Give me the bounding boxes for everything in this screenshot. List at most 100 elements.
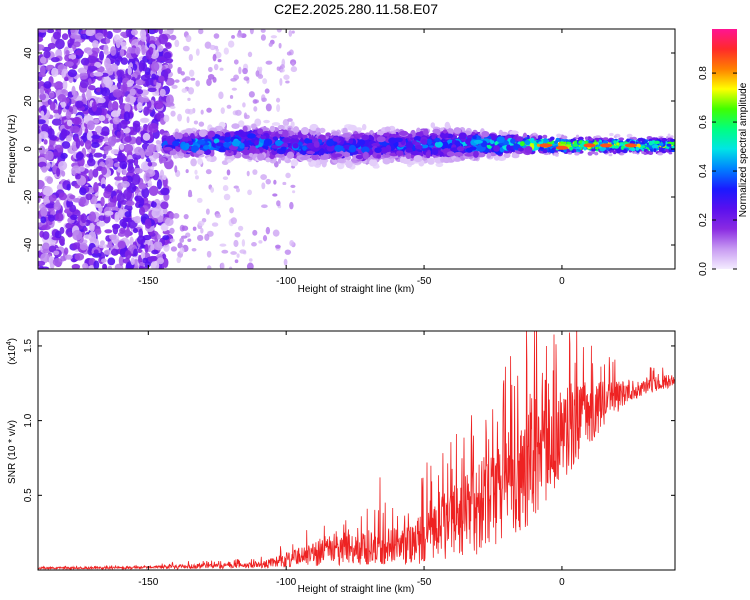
spectrogram-noise-cell <box>83 234 92 239</box>
spectrogram-speckle-cell <box>192 226 197 231</box>
spectrogram-signal-cell <box>496 136 505 144</box>
spectrogram-speckle-cell <box>210 187 215 193</box>
spectrogram-signal-cell <box>413 154 423 163</box>
spectrogram-signal-cell <box>659 142 664 146</box>
spectrogram-signal-cell <box>169 150 177 156</box>
spectrogram-noise-cell <box>62 79 68 91</box>
spectrogram-noise-cell <box>39 131 49 139</box>
spectrogram-speckle-cell <box>219 243 227 247</box>
snr-frame <box>37 330 676 571</box>
spectrogram-noise-cell <box>39 56 47 64</box>
spectrogram-noise-cell <box>82 132 89 143</box>
spectrogram-signal-cell <box>524 139 531 146</box>
spectrogram-signal-cell <box>503 152 511 159</box>
spectrogram-speckle-cell <box>230 251 237 255</box>
spectrogram-noise-cell <box>147 255 158 262</box>
spectrogram-noise-cell <box>121 163 127 170</box>
spectrogram-noise-cell <box>58 160 68 171</box>
spectrogram-noise-cell <box>80 57 90 66</box>
spectrogram-noise-cell <box>93 260 100 269</box>
spectrogram-signal-cell <box>549 149 555 154</box>
spectrogram-signal-cell <box>425 151 431 159</box>
spectrogram-signal-cell <box>459 132 467 140</box>
spectrogram-speckle-cell <box>290 184 296 188</box>
spectrogram-noise-cell <box>138 183 147 190</box>
snr-x-ticks: -150 -100 -50 0 <box>138 331 565 588</box>
spectrogram-speckle-cell <box>278 42 282 49</box>
spectrogram-noise-cell <box>122 127 131 134</box>
spectrogram-speckle-cell <box>173 213 180 219</box>
chart-title: C2E2.2025.280.11.58.E07 <box>274 1 438 17</box>
spectrogram-noise-cell <box>109 234 117 241</box>
spectrogram-noise-cell <box>145 33 150 44</box>
spectrogram-peak-cell <box>583 143 596 148</box>
spectrogram-speckle-cell <box>200 109 204 115</box>
spectrogram-signal-cell <box>450 147 460 152</box>
spectrogram-noise-cell <box>41 224 52 231</box>
spectrogram-signal-cell <box>430 122 436 129</box>
colorbar-tick-label: 0.2 <box>698 213 709 227</box>
spectrogram-noise-cell <box>147 179 153 188</box>
spectrogram-noise-cell <box>48 245 57 253</box>
spectrogram-signal-cell <box>456 146 465 152</box>
spectrogram-noise-cell <box>144 243 149 253</box>
snr-x-tick-label: 0 <box>559 577 565 588</box>
spectrogram-y-tick-label: 20 <box>23 95 34 107</box>
spectrogram-speckle-cell <box>222 176 229 180</box>
spectrogram-signal-cell <box>300 127 310 135</box>
spectrogram-speckle-cell <box>285 172 291 179</box>
spectrogram-speckle-cell <box>205 208 210 215</box>
spectrogram-speckle-cell <box>188 53 193 61</box>
spectrogram-signal-cell <box>572 143 579 147</box>
spectrogram-noise-cell <box>113 238 120 244</box>
spectrogram-noise-cell <box>53 201 62 211</box>
spectrogram-noise-cell <box>48 214 55 222</box>
spectrogram-noise-cell <box>86 50 93 56</box>
spectrogram-signal-cell <box>213 138 220 144</box>
spectrogram-signal-cell <box>493 145 500 152</box>
spectrogram-noise-cell <box>103 145 113 151</box>
spectrogram-noise-cell <box>132 228 138 234</box>
snr-scale-suffix: ) <box>7 338 18 341</box>
spectrogram-noise-cell <box>133 167 143 174</box>
spectrogram-noise-cell <box>151 208 161 219</box>
spectrogram-noise-cell <box>39 65 46 76</box>
spectrogram-signal-cell <box>575 134 580 138</box>
spectrogram-noise-cell <box>105 185 114 193</box>
spectrogram-speckle-cell <box>179 247 185 254</box>
spectrogram-signal-cell <box>306 142 316 150</box>
spectrogram-signal-cell <box>609 147 616 151</box>
spectrogram-signal-cell <box>542 134 548 139</box>
spectrogram-speckle-cell <box>227 40 235 48</box>
spectrogram-noise-cell <box>149 40 156 45</box>
spectrogram-signal-cell <box>286 151 295 159</box>
spectrogram-noise-cell <box>122 168 127 176</box>
spectrogram-signal-cell <box>472 135 477 140</box>
spectrogram-x-tick-label: -50 <box>417 276 432 287</box>
spectrogram-noise-cell <box>155 139 161 145</box>
spectrogram-noise-cell <box>72 106 78 115</box>
spectrogram-signal-cell <box>345 160 353 169</box>
spectrogram-noise-cell <box>114 176 123 181</box>
spectrogram-noise-cell <box>123 111 131 122</box>
spectrogram-signal-cell <box>520 141 525 147</box>
spectrogram-signal-cell <box>274 153 285 158</box>
spectrogram-signal-cell <box>310 160 317 166</box>
spectrogram-signal-cell <box>561 138 567 142</box>
spectrogram-speckle-cell <box>193 120 199 125</box>
spectrogram-signal-cell <box>190 145 199 153</box>
spectrogram-noise-cell <box>40 252 50 264</box>
spectrogram-speckle-cell <box>176 256 182 264</box>
spectrogram-speckle-cell <box>260 29 266 33</box>
spectrogram-noise-cell <box>86 120 95 131</box>
spectrogram-speckle-cell <box>168 63 173 70</box>
spectrogram-signal-cell <box>651 137 657 141</box>
spectrogram-speckle-cell <box>289 201 294 210</box>
spectrogram-signal-cell <box>290 137 300 145</box>
spectrogram-noise-cell <box>116 131 121 139</box>
spectrogram-noise-cell <box>133 215 142 224</box>
spectrogram-signal-cell <box>654 144 659 148</box>
spectrogram-noise-cell <box>98 215 106 221</box>
spectrogram-noise-cell <box>120 31 127 37</box>
spectrogram-noise-cell <box>61 170 66 177</box>
